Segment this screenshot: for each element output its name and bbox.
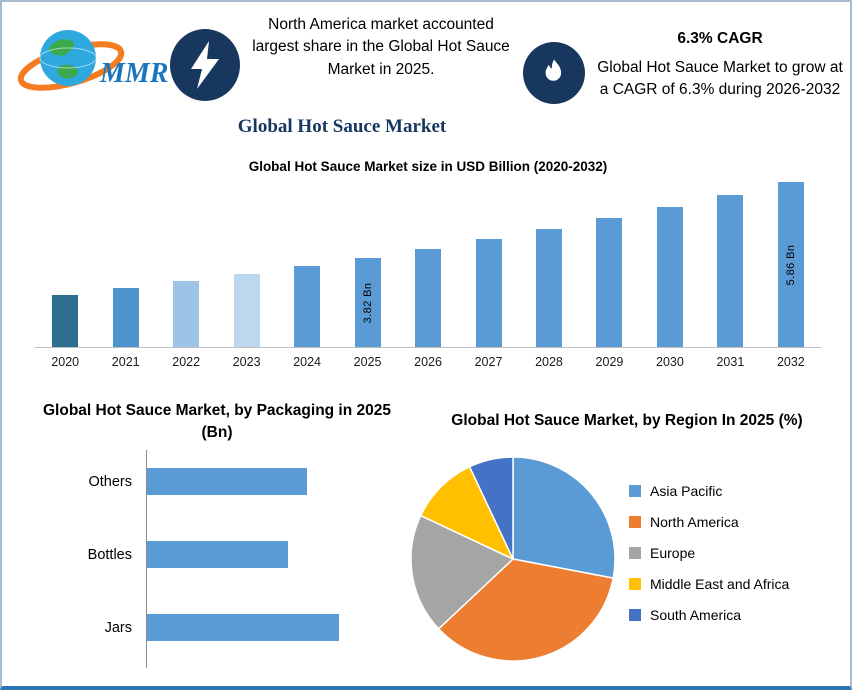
column-bar-slot [579, 180, 639, 347]
packaging-axis-line [146, 450, 147, 668]
legend-label: South America [650, 607, 742, 623]
pie-slice-south-america [468, 456, 514, 560]
legend-swatch [629, 578, 641, 590]
category-label: Bottles [87, 546, 132, 563]
logo-meridian [39, 47, 97, 69]
packaging-bar-jars [147, 614, 339, 641]
column-bar-slot [35, 180, 95, 347]
x-axis-label: 2032 [776, 355, 805, 369]
x-axis-label: 2027 [474, 355, 503, 369]
column-bar-2022 [173, 281, 200, 347]
bar-value-label: 3.82 Bn [361, 282, 374, 323]
north-america-note: North America market accounted largest s… [252, 16, 510, 78]
packaging-row: Jars [32, 614, 412, 641]
flame-badge [523, 42, 585, 104]
column-bar-slot: 5.86 Bn [761, 180, 821, 347]
column-bar-2026 [415, 249, 442, 347]
column-bar-2028 [535, 229, 562, 347]
column-chart-title: Global Hot Sauce Market size in USD Bill… [248, 159, 608, 174]
column-bar-2029 [596, 218, 623, 347]
packaging-rows: Others Bottles Jars [32, 468, 412, 686]
x-axis-label: 2025 [353, 355, 382, 369]
column-bar-slot [458, 180, 518, 347]
column-bar-slot [700, 180, 760, 347]
column-bar-2027 [475, 239, 502, 347]
packaging-chart-title: Global Hot Sauce Market, by Packaging in… [42, 402, 391, 442]
column-bars: 3.82 Bn 5.86 Bn [35, 180, 821, 347]
column-bar-2021 [112, 288, 139, 347]
region-pie [410, 456, 616, 662]
column-bar-slot [216, 180, 276, 347]
legend-item: Europe [629, 545, 789, 561]
packaging-row: Bottles [32, 541, 412, 568]
bar-value-label: 5.86 Bn [784, 244, 797, 285]
pie-slice-europe [410, 514, 515, 630]
page-title: Global Hot Sauce Market [237, 116, 447, 137]
pie-slice-north-america [437, 558, 615, 662]
pie-slice-asia-pacific [512, 456, 616, 579]
column-bar-2030 [656, 207, 683, 347]
x-axis-label: 2030 [656, 355, 684, 369]
cagr-note: Global Hot Sauce Market to grow at a CAG… [597, 59, 843, 98]
x-axis-label: 2023 [232, 355, 261, 369]
region-chart-title: Global Hot Sauce Market, by Region In 20… [451, 412, 803, 429]
legend-item: South America [629, 607, 789, 623]
column-bar-2031 [717, 195, 744, 347]
logo-land-1 [49, 39, 75, 56]
legend-item: Middle East and Africa [629, 576, 789, 592]
column-bar-slot [640, 180, 700, 347]
legend-swatch [629, 516, 641, 528]
column-bar-slot [95, 180, 155, 347]
legend-label: North America [650, 514, 739, 530]
legend-item: Asia Pacific [629, 483, 789, 499]
x-axis-label: 2022 [172, 355, 201, 369]
column-bar-slot: 3.82 Bn [337, 180, 397, 347]
x-axis-label: 2020 [51, 355, 80, 369]
category-label: Others [88, 473, 132, 490]
x-axis-label: 2031 [716, 355, 745, 369]
column-bar-2025: 3.82 Bn [354, 258, 381, 347]
column-bar-slot [277, 180, 337, 347]
column-bar-2020 [52, 295, 79, 347]
x-axis-label: 2028 [535, 355, 563, 369]
x-axis-label: 2029 [595, 355, 624, 369]
legend-label: Middle East and Africa [650, 576, 790, 592]
legend-label: Asia Pacific [650, 483, 723, 499]
legend-swatch [629, 485, 641, 497]
packaging-row: Others [32, 468, 412, 495]
x-axis-label: 2024 [293, 355, 322, 369]
mmr-logo-graphic: MMR [17, 30, 168, 91]
column-chart-plot: 3.82 Bn 5.86 Bn [35, 180, 821, 348]
lightning-icon [191, 41, 219, 89]
cagr-value: 6.3% CAGR [677, 30, 763, 47]
x-axis-label: 2021 [111, 355, 140, 369]
legend-label: Europe [650, 545, 696, 561]
column-bar-slot [519, 180, 579, 347]
column-bar-2024 [294, 266, 321, 347]
column-x-labels: 2020 2021 2022 2023 2024 2025 2026 2027 2028 2029… [35, 355, 821, 369]
legend-swatch [629, 609, 641, 621]
legend-item: North America [629, 514, 789, 530]
category-label: Jars [104, 619, 132, 636]
cagr-block: 6.3% CAGR Global Hot Sauce Market to gro… [594, 30, 846, 100]
column-bar-slot [156, 180, 216, 347]
logo-brand-text: MMR [99, 58, 168, 89]
pie-slice-middle-east-and-africa [419, 465, 515, 561]
packaging-bar-others [147, 468, 307, 495]
x-axis-label: 2026 [414, 355, 442, 369]
column-bar-2032: 5.86 Bn [777, 182, 804, 347]
column-bar-2023 [233, 274, 260, 347]
region-legend: Asia Pacific North America Europe Middle Ea… [629, 483, 789, 638]
flame-icon [545, 59, 562, 81]
legend-swatch [629, 547, 641, 559]
mmr-logo: MMR [16, 14, 176, 102]
lightning-badge [170, 29, 240, 101]
packaging-bar-bottles [147, 541, 288, 568]
column-bar-slot [398, 180, 458, 347]
